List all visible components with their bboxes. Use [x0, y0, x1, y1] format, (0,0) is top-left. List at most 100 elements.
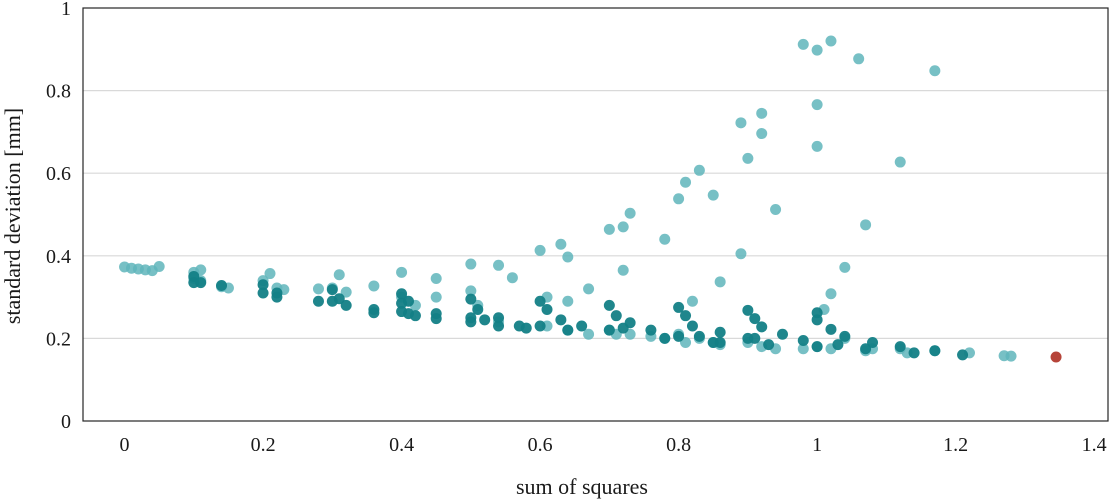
data-point [742, 152, 754, 164]
y-axis-label: standard deviation [mm] [0, 108, 25, 324]
data-point [659, 332, 671, 344]
y-tick-label: 0 [61, 411, 71, 433]
data-point [153, 261, 165, 273]
y-tick-label: 1 [61, 0, 71, 20]
x-tick-label: 0.4 [389, 434, 414, 456]
data-point [312, 283, 324, 295]
data-point [562, 295, 574, 307]
data-point [195, 277, 207, 289]
data-point [472, 303, 484, 315]
data-point [576, 320, 588, 332]
data-point [825, 35, 837, 47]
data-point [680, 176, 692, 188]
data-point [839, 330, 851, 342]
data-point [409, 310, 421, 322]
plot-frame [82, 7, 1109, 422]
data-point [680, 310, 692, 322]
data-point [686, 320, 698, 332]
data-point [430, 273, 442, 285]
x-tick-label: 1 [812, 434, 822, 456]
data-point [610, 310, 622, 322]
data-point [714, 326, 726, 338]
data-point [465, 258, 477, 270]
x-tick-label: 1.4 [1082, 434, 1107, 456]
data-point [811, 44, 823, 56]
data-point [1005, 350, 1017, 362]
data-point [811, 314, 823, 326]
data-point [673, 330, 685, 342]
data-point [617, 221, 629, 233]
data-point [368, 307, 380, 319]
data-point [839, 261, 851, 273]
data-point [659, 233, 671, 245]
data-point [693, 164, 705, 176]
data-point [396, 266, 408, 278]
data-point [257, 287, 269, 299]
data-point [333, 293, 345, 305]
data-point [465, 285, 477, 297]
data-point [957, 349, 969, 361]
data-point [562, 251, 574, 263]
data-point [264, 268, 276, 280]
data-point [673, 301, 685, 313]
data-point [340, 286, 352, 298]
data-point [735, 117, 747, 129]
data-point [742, 304, 754, 316]
data-point [312, 295, 324, 307]
data-point [506, 272, 518, 284]
data-point [541, 303, 553, 315]
data-point [894, 341, 906, 353]
data-point [825, 288, 837, 300]
data-point [493, 259, 505, 271]
y-tick-label: 0.6 [46, 163, 71, 185]
x-tick-label: 0.2 [251, 434, 276, 456]
y-tick-label: 0.2 [46, 328, 71, 350]
highlight-point [1050, 351, 1062, 363]
data-point [326, 284, 338, 296]
data-point [756, 321, 768, 333]
data-point [894, 156, 906, 168]
data-point [749, 313, 761, 325]
axes-box [82, 7, 1109, 422]
data-point [714, 337, 726, 349]
data-point [832, 339, 844, 351]
data-point [763, 339, 775, 351]
data-point [465, 293, 477, 305]
data-point [534, 295, 546, 307]
data-point [479, 314, 491, 326]
data-point [624, 207, 636, 219]
data-point [534, 320, 546, 332]
data-point [493, 320, 505, 332]
data-point [603, 299, 615, 311]
y-tick-label: 0.4 [46, 246, 71, 268]
data-point [583, 283, 595, 295]
data-point [811, 341, 823, 353]
data-point [673, 193, 685, 205]
data-point [860, 219, 872, 231]
data-point [257, 279, 269, 291]
data-point [867, 337, 879, 349]
data-point [562, 324, 574, 336]
data-point [645, 324, 657, 336]
data-point [714, 276, 726, 288]
data-point [929, 65, 941, 77]
data-point [825, 323, 837, 335]
data-points [119, 35, 1062, 363]
data-point [271, 291, 283, 303]
data-point [583, 328, 595, 340]
data-point [797, 334, 809, 346]
x-tick-label: 0.8 [666, 434, 691, 456]
data-point [929, 345, 941, 357]
grid-lines [83, 89, 1108, 339]
data-point [797, 343, 809, 355]
data-point [195, 264, 207, 276]
data-point [333, 269, 345, 281]
data-point [555, 314, 567, 326]
data-point [465, 316, 477, 328]
data-point [617, 264, 629, 276]
data-point [603, 223, 615, 235]
data-point [403, 295, 415, 307]
data-point [555, 238, 567, 250]
data-point [756, 128, 768, 140]
